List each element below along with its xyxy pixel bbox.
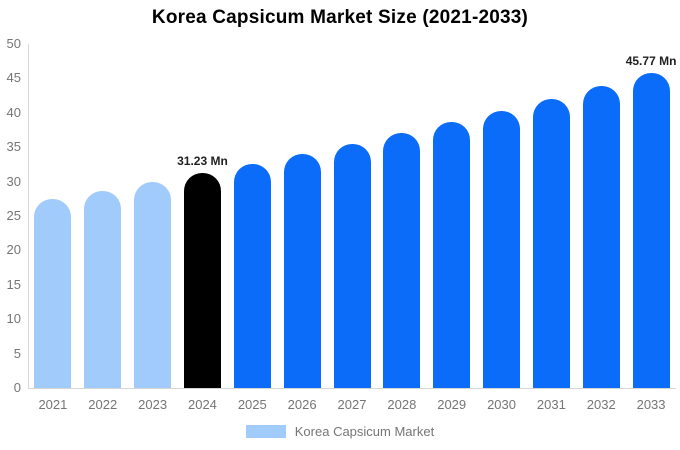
y-tick-label-0: 0 — [13, 380, 21, 395]
x-label-2032: 2032 — [586, 397, 616, 412]
x-label-2025: 2025 — [237, 397, 267, 412]
x-label-2027: 2027 — [337, 397, 367, 412]
y-tick-label-10: 10 — [6, 311, 21, 327]
bar-2026 — [283, 154, 321, 388]
bar-2030 — [483, 110, 521, 388]
y-axis-line — [28, 44, 29, 389]
bar-2027 — [333, 143, 371, 388]
bar-2023 — [134, 182, 172, 388]
x-label-2021: 2021 — [38, 397, 68, 412]
chart-title: Korea Capsicum Market Size (2021-2033) — [151, 7, 529, 28]
y-tick-label-5: 5 — [13, 345, 21, 361]
legend-label: Korea Capsicum Market — [294, 424, 435, 439]
x-label-2022: 2022 — [88, 397, 118, 412]
y-tick-label-40: 40 — [6, 104, 21, 120]
y-tick-label-15: 15 — [6, 276, 21, 292]
bar-2031 — [532, 98, 570, 388]
y-tick-label-25: 25 — [6, 208, 21, 223]
x-label-2028: 2028 — [387, 397, 417, 412]
x-label-2029: 2029 — [437, 397, 467, 412]
legend: Korea Capsicum Market — [0, 424, 680, 439]
bar-2028 — [383, 133, 421, 388]
bar-2024 — [183, 173, 221, 388]
bar-2032 — [582, 86, 620, 388]
legend-swatch — [245, 425, 286, 438]
bar-2033 — [632, 73, 670, 388]
bar-value-label-2033: 45.77 Mn — [625, 54, 677, 69]
x-label-2030: 2030 — [487, 397, 516, 412]
bar-2029 — [433, 122, 471, 388]
bar-2022 — [84, 190, 122, 388]
y-tick-label-30: 30 — [6, 173, 21, 189]
bar-2021 — [34, 198, 72, 388]
y-tick-label-20: 20 — [6, 242, 21, 258]
bar-2025 — [233, 163, 271, 388]
y-tick-label-45: 45 — [6, 70, 21, 86]
x-label-2023: 2023 — [138, 397, 168, 412]
y-tick-label-35: 35 — [6, 139, 21, 155]
x-label-2026: 2026 — [287, 397, 317, 412]
x-axis-line — [28, 388, 676, 389]
x-label-2031: 2031 — [536, 397, 566, 412]
bar-value-label-2024: 31.23 Mn — [177, 154, 228, 169]
x-label-2024: 2024 — [187, 397, 217, 412]
x-label-2033: 2033 — [636, 397, 666, 412]
y-tick-label-50: 50 — [6, 36, 21, 51]
